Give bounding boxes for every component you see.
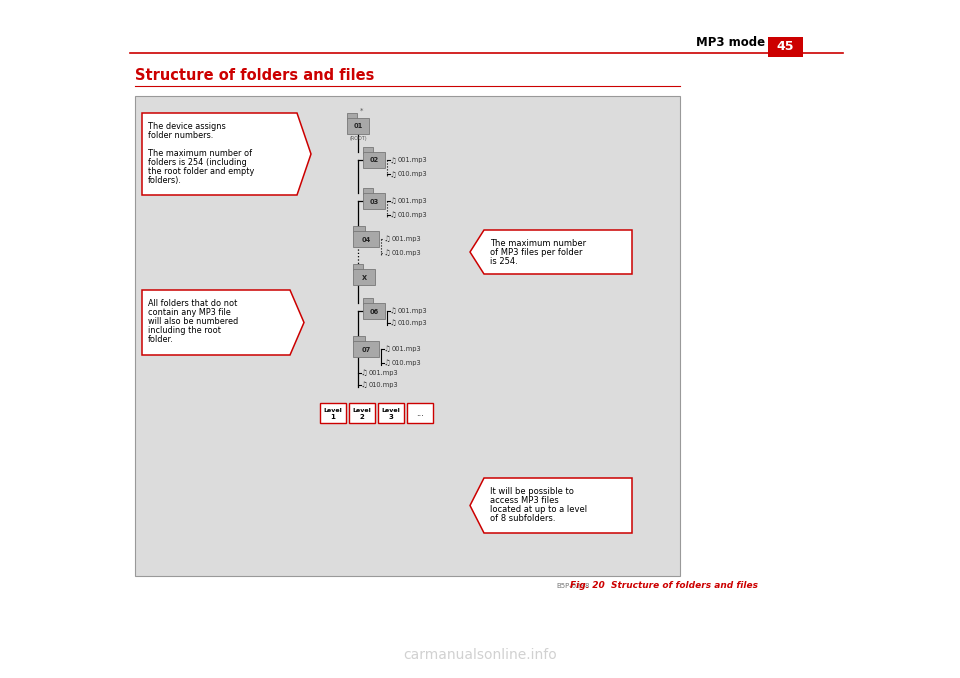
FancyBboxPatch shape xyxy=(349,403,375,423)
FancyBboxPatch shape xyxy=(353,269,375,285)
Text: 02: 02 xyxy=(370,157,378,163)
FancyBboxPatch shape xyxy=(320,403,346,423)
Text: ♫: ♫ xyxy=(390,319,396,327)
Text: X: X xyxy=(361,275,367,281)
Text: 001.mp3: 001.mp3 xyxy=(392,346,421,352)
Text: carmanualsonline.info: carmanualsonline.info xyxy=(403,648,557,662)
Text: The maximum number: The maximum number xyxy=(490,239,587,248)
Text: B5P-0298: B5P-0298 xyxy=(556,583,589,589)
Text: (ROOT): (ROOT) xyxy=(349,136,367,141)
FancyBboxPatch shape xyxy=(363,152,385,168)
Text: Level: Level xyxy=(382,407,400,412)
FancyBboxPatch shape xyxy=(353,264,363,270)
FancyBboxPatch shape xyxy=(347,113,357,119)
Text: ♫: ♫ xyxy=(390,155,396,165)
Text: The maximum number of: The maximum number of xyxy=(148,149,252,158)
Text: 45: 45 xyxy=(777,41,794,54)
Text: MP3 mode: MP3 mode xyxy=(696,36,765,49)
FancyBboxPatch shape xyxy=(407,403,433,423)
Text: 1: 1 xyxy=(330,414,335,420)
Text: 001.mp3: 001.mp3 xyxy=(398,157,427,163)
Text: ...: ... xyxy=(416,409,424,418)
Polygon shape xyxy=(142,290,304,355)
Text: folder.: folder. xyxy=(148,335,174,344)
Text: It will be possible to: It will be possible to xyxy=(490,487,574,496)
Text: located at up to a level: located at up to a level xyxy=(490,505,588,514)
Text: ♫: ♫ xyxy=(390,210,396,220)
Text: of 8 subfolders.: of 8 subfolders. xyxy=(490,514,556,523)
Text: the root folder and empty: the root folder and empty xyxy=(148,167,254,176)
Text: ♫: ♫ xyxy=(361,380,368,389)
Text: 06: 06 xyxy=(370,308,378,315)
FancyBboxPatch shape xyxy=(353,226,365,232)
Text: 001.mp3: 001.mp3 xyxy=(398,308,427,314)
FancyBboxPatch shape xyxy=(135,96,680,576)
Text: 010.mp3: 010.mp3 xyxy=(369,382,398,388)
Text: 01: 01 xyxy=(353,123,363,129)
Text: ♫: ♫ xyxy=(390,306,396,315)
Text: 010.mp3: 010.mp3 xyxy=(398,212,427,218)
Text: ♫: ♫ xyxy=(390,197,396,205)
Text: Structure of folders and files: Structure of folders and files xyxy=(135,68,374,83)
Text: All folders that do not: All folders that do not xyxy=(148,299,237,308)
Text: Fig. 20  Structure of folders and files: Fig. 20 Structure of folders and files xyxy=(570,582,758,591)
FancyBboxPatch shape xyxy=(347,118,369,134)
Text: folders).: folders). xyxy=(148,176,181,185)
Text: 001.mp3: 001.mp3 xyxy=(398,198,427,204)
Text: folder numbers.: folder numbers. xyxy=(148,131,213,140)
Text: access MP3 files: access MP3 files xyxy=(490,496,559,505)
Text: The device assigns: The device assigns xyxy=(148,122,226,131)
Text: of MP3 files per folder: of MP3 files per folder xyxy=(490,248,583,257)
Text: 001.mp3: 001.mp3 xyxy=(369,370,398,376)
Text: contain any MP3 file: contain any MP3 file xyxy=(148,308,230,317)
Text: ♫: ♫ xyxy=(384,249,391,258)
Text: 010.mp3: 010.mp3 xyxy=(392,250,421,256)
Polygon shape xyxy=(470,230,632,274)
Text: 010.mp3: 010.mp3 xyxy=(392,360,421,366)
Text: ♫: ♫ xyxy=(384,359,391,367)
Text: 010.mp3: 010.mp3 xyxy=(398,320,427,326)
Text: 2: 2 xyxy=(360,414,365,420)
Polygon shape xyxy=(470,478,632,533)
FancyBboxPatch shape xyxy=(363,147,372,153)
FancyBboxPatch shape xyxy=(363,303,385,319)
FancyBboxPatch shape xyxy=(353,341,379,357)
Text: Level: Level xyxy=(324,407,343,412)
Text: ♫: ♫ xyxy=(390,170,396,178)
Text: 03: 03 xyxy=(370,199,378,205)
FancyBboxPatch shape xyxy=(378,403,404,423)
FancyBboxPatch shape xyxy=(363,298,372,304)
Text: 010.mp3: 010.mp3 xyxy=(398,171,427,177)
Text: *: * xyxy=(360,108,364,114)
FancyBboxPatch shape xyxy=(353,231,379,247)
FancyBboxPatch shape xyxy=(768,37,803,57)
Text: ♫: ♫ xyxy=(361,369,368,378)
Text: including the root: including the root xyxy=(148,326,221,335)
Text: 04: 04 xyxy=(361,237,371,243)
Text: folders is 254 (including: folders is 254 (including xyxy=(148,158,247,167)
Text: 07: 07 xyxy=(361,346,371,353)
Text: is 254.: is 254. xyxy=(490,257,517,266)
FancyBboxPatch shape xyxy=(363,188,372,194)
Text: ♫: ♫ xyxy=(384,235,391,243)
Text: 001.mp3: 001.mp3 xyxy=(392,236,421,242)
FancyBboxPatch shape xyxy=(363,193,385,209)
Text: Level: Level xyxy=(352,407,372,412)
Text: will also be numbered: will also be numbered xyxy=(148,317,238,326)
Text: ♫: ♫ xyxy=(384,344,391,353)
Polygon shape xyxy=(142,113,311,195)
FancyBboxPatch shape xyxy=(353,336,365,342)
Text: 3: 3 xyxy=(389,414,394,420)
